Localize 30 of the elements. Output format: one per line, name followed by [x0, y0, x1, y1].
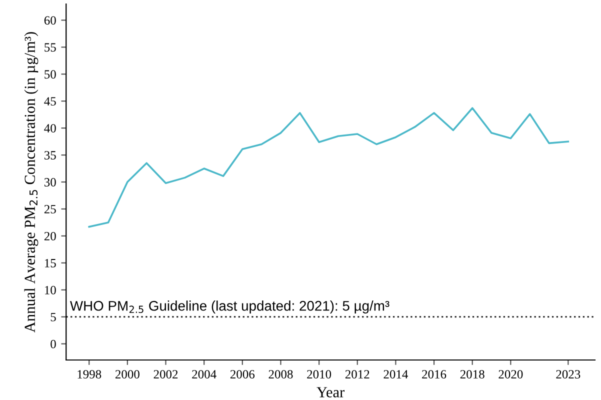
x-tick-label: 2002: [154, 370, 178, 379]
x-tick-label: 2020: [498, 370, 523, 379]
y-tick-label: 10: [44, 286, 56, 294]
x-tick-label: 2018: [460, 370, 484, 379]
y-tick-label: 45: [44, 97, 56, 106]
x-tick-label: 2010: [307, 370, 332, 379]
x-tick-label: 2016: [422, 370, 446, 379]
line-series: [88, 107, 570, 228]
x-tick-label: 2012: [345, 370, 370, 379]
y-tick-label: 30: [44, 178, 56, 186]
x-axis-title: Year: [316, 387, 344, 398]
y-tick-label: 40: [44, 124, 56, 133]
y-tick-label: 5: [50, 313, 56, 322]
y-tick-label: 25: [44, 205, 56, 214]
y-tick-label: 50: [44, 70, 56, 79]
x-tick-label: 2004: [192, 370, 216, 379]
x-tick-label: 2000: [115, 370, 140, 379]
y-tick-label: 0: [50, 340, 56, 348]
x-tick-label: 2023: [556, 370, 580, 379]
y-tick-label: 60: [44, 16, 56, 25]
x-tick-label: 1998: [78, 370, 102, 379]
y-axis-title: Annual Average PM$_{2.5}$ Concentration (in µg/m³): [24, 32, 38, 332]
x-tick-label: 2008: [268, 370, 293, 379]
y-tick-label: 55: [44, 43, 56, 52]
ref-line-label: WHO PM$_{2.5}$ Guideline (last updated: 2021): 5 µg/m³: [70, 300, 390, 314]
y-tick-label: 15: [44, 258, 56, 268]
y-tick-label: 35: [44, 151, 56, 160]
x-tick-label: 2014: [384, 370, 408, 379]
y-tick-label: 20: [44, 232, 56, 240]
x-tick-label: 2006: [230, 370, 255, 379]
